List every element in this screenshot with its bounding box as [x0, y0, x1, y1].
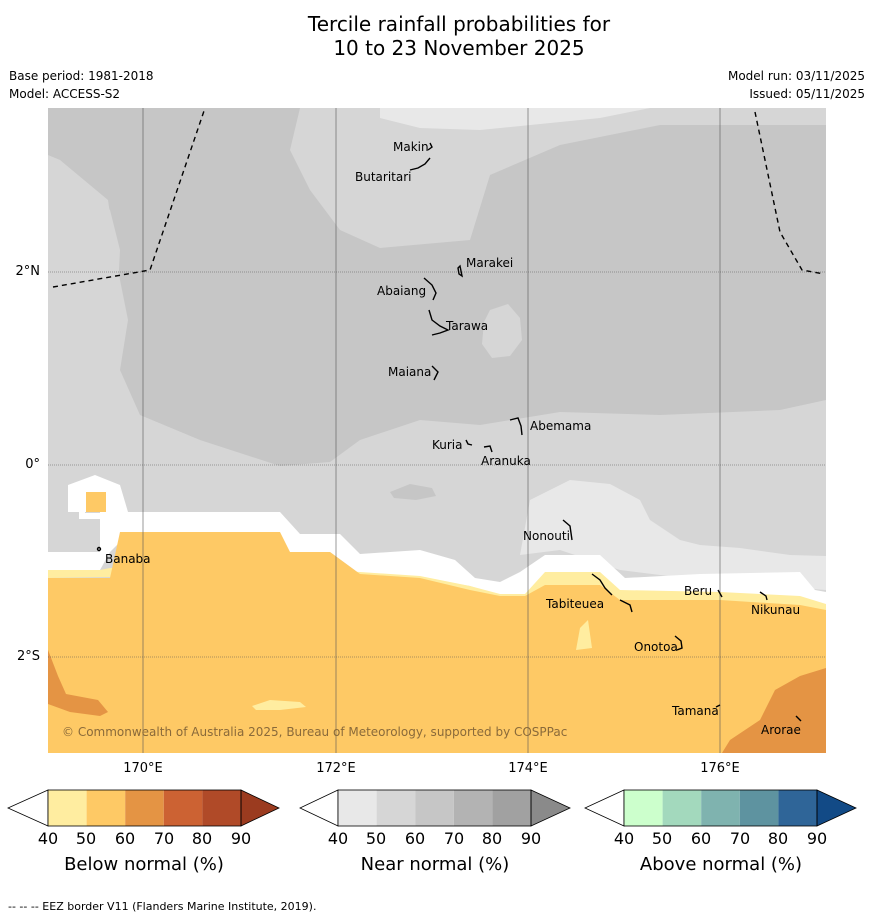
copyright-notice: © Commonwealth of Australia 2025, Bureau…	[62, 725, 567, 739]
island-tarawa	[428, 309, 450, 336]
island-kuria	[465, 439, 473, 446]
island-arorae	[795, 715, 802, 722]
island-onotoa	[674, 635, 683, 651]
island-banaba	[96, 546, 102, 552]
label-banaba: Banaba	[105, 552, 151, 566]
island-nonouti	[562, 519, 573, 541]
cb-below-tick: 80	[191, 829, 213, 848]
island-abemama	[509, 417, 523, 436]
cb-above-title: Above normal (%)	[639, 854, 803, 875]
near-normal-40-region-east	[520, 480, 826, 590]
below-normal-70-west	[48, 650, 108, 716]
island-makin	[427, 142, 433, 151]
label-marakei: Marakei	[466, 256, 513, 270]
below-normal-spot	[576, 620, 592, 650]
cb-near-title: Near normal (%)	[360, 854, 510, 875]
eez-legend-footer: -- -- -- EEZ border V11 (Flanders Marine…	[8, 900, 317, 913]
island-butaritari	[409, 157, 431, 171]
cb-above-tick: 40	[613, 829, 635, 848]
banaba-halo	[79, 485, 113, 519]
cb-above-tick: 50	[651, 829, 673, 848]
graticule	[48, 108, 826, 753]
cb-below-tick: 60	[114, 829, 136, 848]
title-line-2: 10 to 23 November 2025	[333, 36, 585, 60]
cb-below-tick: 50	[75, 829, 97, 848]
cb-near-tick: 50	[365, 829, 387, 848]
colorbar-near-normal	[299, 789, 571, 827]
banaba-60-patch	[86, 492, 106, 512]
lat-label-0: 0°	[25, 457, 40, 472]
near-normal-60-region	[48, 108, 826, 466]
label-onotoa: Onotoa	[634, 640, 678, 654]
island-tamana	[715, 704, 721, 708]
cb-near-tick: 90	[520, 829, 542, 848]
near-normal-hole-tarawa	[482, 304, 522, 358]
island-maiana	[431, 365, 439, 381]
label-makin: Makin	[393, 140, 429, 154]
label-butaritari: Butaritari	[355, 170, 412, 184]
island-abaiang	[423, 277, 437, 301]
cb-below-tick: 70	[153, 829, 175, 848]
island-nikunau	[759, 591, 768, 601]
place-labels: Makin Butaritari Marakei Abaiang Tarawa …	[105, 140, 801, 737]
lat-label-2s: 2°S	[16, 649, 40, 664]
title-line-1: Tercile rainfall probabilities for	[307, 12, 611, 36]
near-normal-40-patch	[390, 484, 436, 500]
island-beru	[717, 589, 723, 598]
label-abemama: Abemama	[530, 419, 591, 433]
cb-near-tick: 80	[481, 829, 503, 848]
label-maiana: Maiana	[388, 365, 431, 379]
label-abaiang: Abaiang	[377, 284, 426, 298]
island-tabiteuea	[591, 573, 613, 596]
below-normal-70-east	[722, 668, 826, 753]
label-tarawa: Tarawa	[445, 319, 488, 333]
label-nikunau: Nikunau	[751, 603, 800, 617]
near-normal-hole-left	[48, 190, 122, 360]
eez-border	[52, 107, 825, 288]
cb-below-tick: 40	[37, 829, 59, 848]
cb-near-tick: 60	[404, 829, 426, 848]
cb-above-tick: 80	[767, 829, 789, 848]
lon-label-170e: 170°E	[123, 761, 163, 776]
near-normal-hole-abemama	[470, 428, 558, 478]
label-kuria: Kuria	[432, 438, 463, 452]
island-aranuka	[483, 445, 493, 453]
lat-label-2n: 2°N	[15, 264, 41, 279]
cb-above-tick: 70	[729, 829, 751, 848]
cb-near-tick: 40	[327, 829, 349, 848]
cb-below-title: Below normal (%)	[64, 854, 224, 875]
cb-near-tick: 70	[443, 829, 465, 848]
chart-title: Tercile rainfall probabilities for 10 to…	[0, 12, 873, 60]
lon-label-172e: 172°E	[316, 761, 356, 776]
below-normal-60-region	[48, 532, 826, 753]
label-tabiteuea: Tabiteuea	[545, 597, 604, 611]
cb-above-tick: 90	[806, 829, 828, 848]
model-name: Model: ACCESS-S2	[9, 87, 121, 101]
cb-below-tick: 90	[230, 829, 252, 848]
near-normal-top-strip	[380, 108, 650, 130]
island-tabiteuea-south	[619, 599, 633, 613]
below-normal-ellipse	[252, 700, 306, 710]
label-arorae: Arorae	[761, 723, 801, 737]
lon-label-174e: 174°E	[508, 761, 548, 776]
island-outlines	[96, 142, 802, 722]
colorbar-above-normal	[584, 789, 857, 827]
issued-date: Issued: 05/11/2025	[749, 87, 865, 101]
island-marakei	[457, 264, 464, 278]
lon-label-176e: 176°E	[700, 761, 740, 776]
white-transition-band	[48, 475, 826, 612]
cb-above-tick: 60	[690, 829, 712, 848]
model-run-date: Model run: 03/11/2025	[727, 69, 865, 83]
colorbar-below-normal	[7, 789, 280, 827]
label-beru: Beru	[684, 584, 712, 598]
label-aranuka: Aranuka	[481, 454, 531, 468]
label-nonouti: Nonouti	[523, 529, 570, 543]
label-tamana: Tamana	[671, 704, 719, 718]
base-period: Base period: 1981-2018	[9, 69, 154, 83]
